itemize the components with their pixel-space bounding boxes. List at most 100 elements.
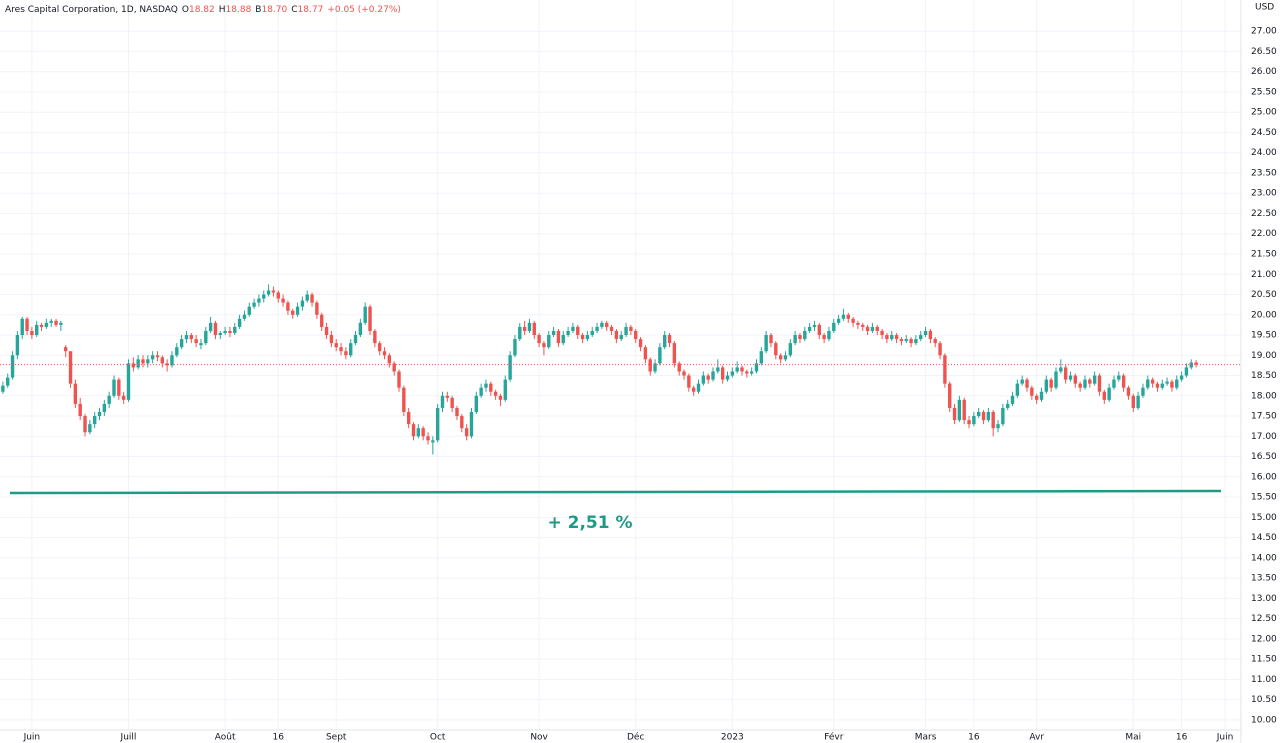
candle-body xyxy=(363,306,367,323)
candle-body xyxy=(334,343,338,348)
candle-body xyxy=(663,335,667,348)
x-tick-label: 16 xyxy=(968,733,980,743)
candle-body xyxy=(59,322,63,325)
candle-body xyxy=(803,330,807,340)
candle-body xyxy=(1083,379,1087,388)
x-tick-label: Nov xyxy=(530,733,548,743)
y-tick-label: 19.00 xyxy=(1251,351,1277,361)
candle-body xyxy=(919,335,923,340)
candle-body xyxy=(1039,391,1044,400)
candle-body xyxy=(996,424,1000,429)
candle-body xyxy=(1146,379,1150,388)
candle-body xyxy=(1194,362,1198,365)
candle-body xyxy=(315,302,319,315)
candle-body xyxy=(841,314,846,319)
candle-body xyxy=(392,363,396,372)
candle-body xyxy=(1160,383,1164,388)
candle-body xyxy=(865,326,870,331)
candle-body xyxy=(745,371,749,374)
candle-body xyxy=(63,347,68,352)
x-tick-label: Oct xyxy=(430,733,446,743)
candle-body xyxy=(774,343,778,356)
candle-body xyxy=(88,424,92,433)
candle-body xyxy=(213,322,218,336)
y-tick-label: 14.50 xyxy=(1251,533,1277,543)
y-tick-label: 25.00 xyxy=(1251,108,1277,118)
candle-body xyxy=(320,314,324,327)
candle-body xyxy=(382,351,387,356)
candle-body xyxy=(749,371,754,374)
candle-body xyxy=(484,383,488,388)
x-tick-label: 16 xyxy=(273,733,285,743)
candle-body xyxy=(150,355,155,360)
candle-body xyxy=(547,335,551,348)
candle-body xyxy=(914,339,918,344)
candle-body xyxy=(648,359,652,372)
candle-body xyxy=(387,355,392,364)
x-tick-label: 16 xyxy=(1176,733,1188,743)
candle-body xyxy=(1073,375,1078,384)
candle-body xyxy=(624,326,628,336)
candle-body xyxy=(295,306,300,315)
candle-body xyxy=(1030,387,1034,396)
header-c: 18.77 xyxy=(298,5,324,15)
candle-body xyxy=(305,294,309,301)
candle-body xyxy=(981,411,986,421)
candle-body xyxy=(1059,367,1063,372)
candle-body xyxy=(1121,375,1126,388)
y-tick-label: 26.50 xyxy=(1251,47,1277,57)
candle-body xyxy=(92,416,97,425)
candle-body xyxy=(532,322,536,336)
candle-body xyxy=(97,411,102,417)
candle-body xyxy=(324,326,329,336)
candle-body xyxy=(30,330,34,336)
candle-body xyxy=(691,387,696,392)
y-tick-label: 13.00 xyxy=(1251,594,1277,604)
candle-body xyxy=(39,324,44,327)
candle-body xyxy=(460,416,464,429)
candle-body xyxy=(15,335,20,356)
candle-body xyxy=(682,371,686,376)
candle-body xyxy=(720,367,725,380)
candle-body xyxy=(112,379,116,396)
candle-body xyxy=(609,326,614,331)
candle-body xyxy=(35,324,39,336)
candle-body xyxy=(735,367,739,372)
candle-body xyxy=(83,416,87,433)
candle-body xyxy=(938,343,942,356)
candle-body xyxy=(672,343,677,364)
candle-body xyxy=(943,355,947,384)
y-tick-label: 24.00 xyxy=(1251,148,1277,158)
candle-body xyxy=(10,355,15,378)
candle-body xyxy=(252,302,256,307)
y-tick-label: 13.50 xyxy=(1251,574,1277,584)
y-tick-label: 14.00 xyxy=(1251,553,1277,563)
candle-body xyxy=(368,306,372,331)
header-change: +0.05 (+0.27%) xyxy=(327,5,401,15)
candle-body xyxy=(1088,379,1092,384)
candle-body xyxy=(503,379,507,400)
candle-body xyxy=(508,355,512,380)
candle-body xyxy=(155,355,160,358)
y-tick-label: 17.00 xyxy=(1251,432,1277,442)
candle-body xyxy=(208,322,213,331)
candle-body xyxy=(344,351,348,356)
candle-body xyxy=(967,420,971,425)
candle-body xyxy=(759,351,764,364)
y-tick-label: 16.50 xyxy=(1251,452,1277,462)
candle-body xyxy=(479,387,483,396)
candle-body xyxy=(141,359,145,364)
y-tick-label: 18.50 xyxy=(1251,371,1277,381)
annotation-text: + 2,51 % xyxy=(547,513,632,533)
candle-body xyxy=(1001,407,1005,425)
candle-body xyxy=(266,290,271,295)
candle-body xyxy=(1102,391,1106,400)
candle-body xyxy=(788,343,793,356)
candle-body xyxy=(204,330,208,344)
candle-body xyxy=(836,318,841,323)
x-tick-label: 2023 xyxy=(721,733,744,743)
candle-body xyxy=(899,339,904,342)
candle-body xyxy=(339,347,343,352)
candle-body xyxy=(440,395,445,408)
candle-body xyxy=(25,318,29,331)
